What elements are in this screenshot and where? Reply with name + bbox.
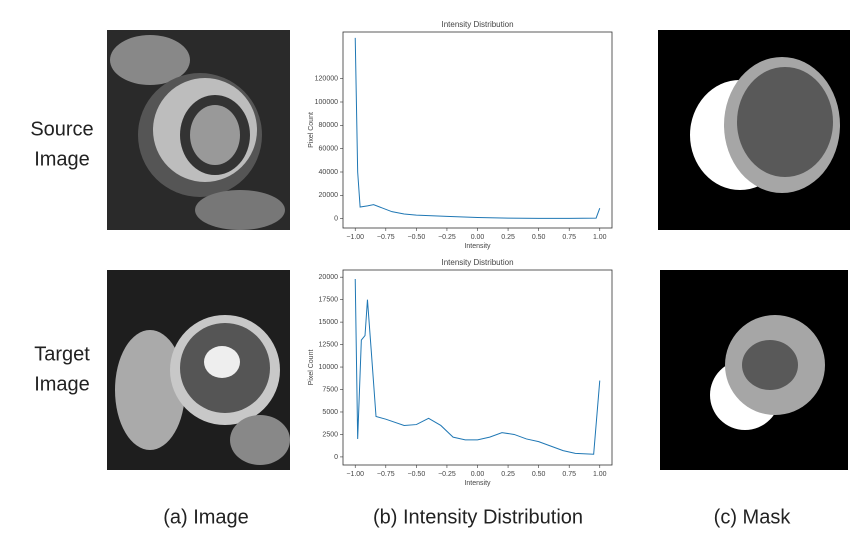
x-axis-label: Intensity xyxy=(464,243,491,250)
x-tick-label: 0.00 xyxy=(471,234,485,241)
plot-frame xyxy=(343,270,612,465)
x-tick-label: 0.75 xyxy=(562,234,576,241)
caption: (c) Mask xyxy=(714,506,792,528)
x-tick-label: −0.75 xyxy=(377,471,395,478)
y-tick-label: 20000 xyxy=(319,192,339,199)
y-tick-label: 60000 xyxy=(319,146,339,153)
line-series xyxy=(355,38,600,219)
x-tick-label: 0.25 xyxy=(501,471,515,478)
source-image xyxy=(107,30,290,230)
x-tick-label: 0.75 xyxy=(562,471,576,478)
chart-title: Intensity Distribution xyxy=(441,20,513,29)
target-mask xyxy=(660,270,848,470)
chart-title: Intensity Distribution xyxy=(441,258,513,267)
row-label: Target xyxy=(34,343,90,365)
x-tick-label: −0.25 xyxy=(438,234,456,241)
x-tick-label: −1.00 xyxy=(346,234,364,241)
y-axis-label: Pixel Count xyxy=(308,350,315,386)
row-label: Image xyxy=(34,373,90,395)
x-axis-label: Intensity xyxy=(464,480,491,487)
y-tick-label: 15000 xyxy=(319,319,339,326)
y-tick-label: 20000 xyxy=(319,274,339,281)
source-mask xyxy=(658,30,850,230)
x-tick-label: −0.50 xyxy=(408,471,426,478)
row-label: Image xyxy=(34,148,90,170)
y-tick-label: 80000 xyxy=(319,122,339,129)
target-image xyxy=(107,270,290,470)
x-tick-label: 1.00 xyxy=(593,234,607,241)
y-tick-label: 10000 xyxy=(319,364,339,371)
x-tick-label: 0.00 xyxy=(471,471,485,478)
y-tick-label: 12500 xyxy=(319,341,339,348)
x-tick-label: −0.25 xyxy=(438,471,456,478)
x-tick-label: 0.50 xyxy=(532,471,546,478)
caption: (a) Image xyxy=(163,506,249,528)
y-tick-label: 120000 xyxy=(315,76,338,83)
y-tick-label: 7500 xyxy=(322,386,338,393)
y-tick-label: 5000 xyxy=(322,409,338,416)
y-tick-label: 0 xyxy=(334,454,338,461)
caption: (b) Intensity Distribution xyxy=(373,506,583,528)
plot-frame xyxy=(343,32,612,228)
x-tick-label: −1.00 xyxy=(346,471,364,478)
x-tick-label: −0.75 xyxy=(377,234,395,241)
y-tick-label: 17500 xyxy=(319,296,339,303)
y-tick-label: 40000 xyxy=(319,169,339,176)
y-tick-label: 100000 xyxy=(315,99,338,106)
figure: Source Image Target Image (a) Image (b) … xyxy=(0,0,852,537)
x-tick-label: −0.50 xyxy=(408,234,426,241)
y-tick-label: 2500 xyxy=(322,431,338,438)
row-label: Source xyxy=(30,118,93,140)
x-tick-label: 1.00 xyxy=(593,471,607,478)
y-tick-label: 0 xyxy=(334,216,338,223)
x-tick-label: 0.25 xyxy=(501,234,515,241)
x-tick-label: 0.50 xyxy=(532,234,546,241)
y-axis-label: Pixel Count xyxy=(308,112,315,148)
line-series xyxy=(355,279,600,454)
